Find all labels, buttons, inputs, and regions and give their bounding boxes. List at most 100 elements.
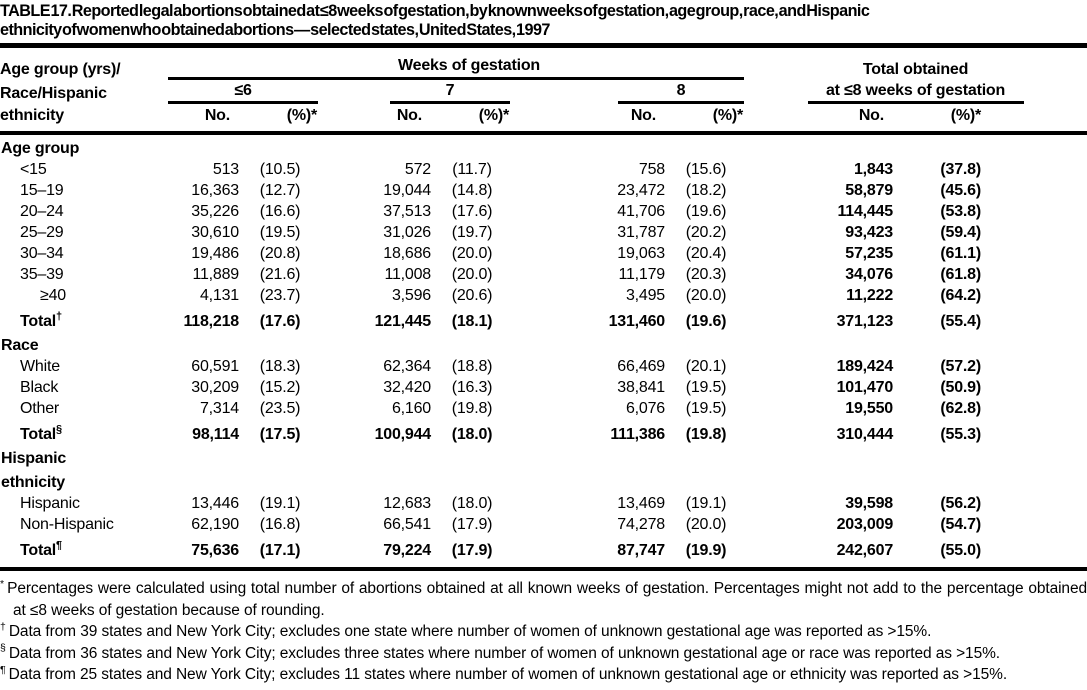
cell-value: 19,044 bbox=[383, 182, 431, 199]
row-label: Other bbox=[20, 400, 60, 417]
cell-value: 6,076 bbox=[625, 400, 665, 417]
cell-value: 60,591 bbox=[191, 358, 239, 375]
section-header-row: ethnicity bbox=[0, 469, 1087, 493]
cell-value: (19.6) bbox=[685, 203, 727, 220]
cell-value: 31,026 bbox=[383, 224, 431, 241]
header-row-2: Race/Hispanic ≤6 7 8 at ≤8 weeks of gest… bbox=[0, 80, 1087, 104]
cell-value: 75,636 bbox=[168, 535, 242, 571]
total-footnote-marker: ¶ bbox=[56, 539, 63, 552]
row-label: Hispanic bbox=[20, 495, 80, 512]
section-label: ethnicity bbox=[1, 474, 65, 491]
cell-value: (18.0) bbox=[451, 495, 493, 512]
table-row: Other 7,314 (23.5) 6,160 (19.8) 6,076 (19.5) 19… bbox=[0, 398, 1087, 419]
row-label: Non-Hispanic bbox=[20, 516, 114, 533]
cell-value: 3,495 bbox=[625, 287, 665, 304]
total-obtained-header-line1: Total obtained bbox=[862, 61, 969, 78]
cell-value: (19.5) bbox=[685, 379, 727, 396]
cell-value: (15.6) bbox=[685, 161, 727, 178]
cell-value: (17.6) bbox=[451, 203, 493, 220]
cell-value: (20.0) bbox=[685, 287, 727, 304]
header-row-3: ethnicity No. (%)* No. (%)* No. (%)* No.… bbox=[0, 104, 1087, 135]
table-row: White 60,591 (18.3) 62,364 (18.8) 66,469 (20.1… bbox=[0, 356, 1087, 377]
cell-value: (20.3) bbox=[685, 266, 727, 283]
cell-value: (17.9) bbox=[434, 535, 510, 571]
cell-value: (19.9) bbox=[668, 535, 745, 571]
gestation-table: Age group (yrs)/ Weeks of gestation Tota… bbox=[0, 48, 1087, 571]
cell-value: (19.7) bbox=[451, 224, 493, 241]
cell-value: (50.9) bbox=[940, 379, 982, 396]
cell-value: 3,596 bbox=[391, 287, 431, 304]
footnote-text: Data from 36 states and New York City; e… bbox=[8, 644, 1000, 662]
cell-value: 572 bbox=[404, 161, 431, 178]
cell-value: (19.1) bbox=[259, 495, 301, 512]
total-obtained-header-line2: at ≤8 weeks of gestation bbox=[744, 80, 1087, 104]
row-label: 25–29 bbox=[20, 224, 64, 241]
cell-value: (55.3) bbox=[940, 426, 982, 443]
cell-value: (17.6) bbox=[259, 313, 301, 330]
total-label-text: Total bbox=[20, 313, 57, 330]
filler-cell bbox=[982, 514, 1087, 535]
row-label: 20–24 bbox=[20, 203, 64, 220]
row-label: <15 bbox=[20, 161, 47, 178]
cell-value: 6,160 bbox=[391, 400, 431, 417]
header-row-1: Age group (yrs)/ Weeks of gestation Tota… bbox=[0, 48, 1087, 80]
filler-cell bbox=[982, 285, 1087, 306]
cell-value: (20.1) bbox=[685, 358, 727, 375]
cell-value: 79,224 bbox=[318, 535, 434, 571]
table-title: TABLE 17. Reported legal abortions obtai… bbox=[0, 0, 1087, 41]
cell-value: 62,190 bbox=[191, 516, 239, 533]
table-row: Black 30,209 (15.2) 32,420 (16.3) 38,841 (19.5… bbox=[0, 377, 1087, 398]
table-title-line2: ethnicity of women who obtained abortion… bbox=[0, 21, 550, 39]
stub-header-line1: Age group (yrs)/ bbox=[0, 61, 121, 78]
cell-value: (55.4) bbox=[940, 313, 982, 330]
cell-value: (14.8) bbox=[451, 182, 493, 199]
footnotes: * Percentages were calculated using total… bbox=[0, 578, 1087, 686]
table-row: 25–29 30,610 (19.5) 31,026 (19.7) 31,787 (20.2… bbox=[0, 222, 1087, 243]
cell-value: (17.9) bbox=[451, 516, 493, 533]
cell-value: (15.2) bbox=[259, 379, 301, 396]
cell-value: 11,889 bbox=[192, 266, 239, 283]
total-obtained-header-line2-label: at ≤8 weeks of gestation bbox=[807, 81, 1024, 104]
cell-value: 114,445 bbox=[837, 203, 894, 220]
cell-value: (18.8) bbox=[451, 358, 493, 375]
cell-value: 100,944 bbox=[374, 426, 432, 443]
cell-value: 74,278 bbox=[617, 516, 665, 533]
total-footnote-marker: † bbox=[56, 310, 63, 323]
cell-value: 66,541 bbox=[383, 516, 431, 533]
footnote-dagger: † Data from 39 states and New York City; … bbox=[0, 621, 1087, 643]
cell-value: 66,469 bbox=[617, 358, 665, 375]
col-header-pct-total: (%)* bbox=[896, 104, 983, 135]
cell-value: (20.0) bbox=[451, 266, 493, 283]
cell-value: (20.0) bbox=[451, 245, 493, 262]
cell-value: (23.7) bbox=[259, 287, 301, 304]
cell-value: 32,420 bbox=[383, 379, 431, 396]
cell-value: 11,008 bbox=[384, 266, 431, 283]
cell-value: (12.7) bbox=[259, 182, 301, 199]
cell-value: 111,386 bbox=[610, 426, 665, 443]
cell-value: (20.0) bbox=[685, 516, 727, 533]
cell-value: 57,235 bbox=[845, 245, 894, 262]
cell-value: (20.6) bbox=[451, 287, 493, 304]
section-label: Race bbox=[1, 337, 39, 354]
cell-value: 30,209 bbox=[191, 379, 239, 396]
footnote-marker: ¶ bbox=[0, 663, 6, 676]
cell-value: (37.8) bbox=[940, 161, 982, 178]
cell-value: 4,131 bbox=[199, 287, 239, 304]
week-group-7-label: 7 bbox=[390, 81, 510, 104]
total-label: Total† bbox=[0, 306, 168, 332]
cell-value: (19.6) bbox=[685, 313, 727, 330]
cell-value: (18.2) bbox=[685, 182, 727, 199]
week-group-8-label: 8 bbox=[618, 81, 745, 104]
col-header-no-week8: No. bbox=[510, 104, 668, 135]
col-header-no-week7: No. bbox=[318, 104, 434, 135]
filler-cell bbox=[982, 398, 1087, 419]
cell-value: (53.8) bbox=[940, 203, 982, 220]
section-header-row: Race bbox=[0, 332, 1087, 356]
cell-value: 11,179 bbox=[618, 266, 665, 283]
footnote-marker: * bbox=[0, 577, 5, 590]
cell-value: (45.6) bbox=[940, 182, 982, 199]
cell-value: 242,607 bbox=[744, 535, 897, 571]
col-header-no-total: No. bbox=[744, 104, 897, 135]
cell-value: 16,363 bbox=[191, 182, 239, 199]
cell-value: (55.0) bbox=[896, 535, 983, 571]
